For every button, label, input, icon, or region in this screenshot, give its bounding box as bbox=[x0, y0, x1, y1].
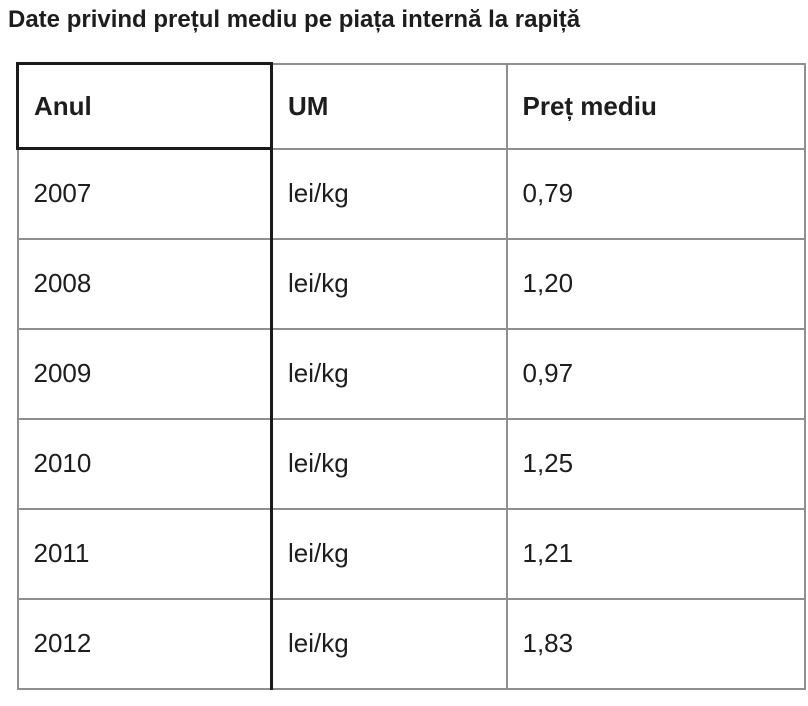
table-row: 2010 lei/kg 1,25 bbox=[16, 417, 806, 510]
table-header: Anul UM Preț mediu bbox=[16, 62, 806, 150]
page-title: Date privind prețul mediu pe piața inter… bbox=[8, 6, 581, 33]
year-cell: 2008 bbox=[16, 237, 273, 330]
um-cell: lei/kg bbox=[270, 507, 508, 600]
table-row: 2009 lei/kg 0,97 bbox=[16, 327, 806, 420]
um-cell: lei/kg bbox=[270, 417, 508, 510]
um-cell: lei/kg bbox=[270, 237, 508, 330]
price-cell: 1,21 bbox=[505, 507, 806, 600]
table-row: 2012 lei/kg 1,83 bbox=[16, 597, 806, 690]
header-row: Anul UM Preț mediu bbox=[16, 62, 806, 150]
um-cell: lei/kg bbox=[270, 327, 508, 420]
price-cell: 1,83 bbox=[505, 597, 806, 690]
year-cell: 2011 bbox=[16, 507, 273, 600]
price-cell: 1,25 bbox=[505, 417, 806, 510]
um-cell: lei/kg bbox=[270, 147, 508, 240]
year-cell: 2009 bbox=[16, 327, 273, 420]
year-cell: 2012 bbox=[16, 597, 273, 690]
year-cell: 2010 bbox=[16, 417, 273, 510]
price-cell: 1,20 bbox=[505, 237, 806, 330]
header-cell-um: UM bbox=[270, 62, 508, 150]
price-cell: 0,79 bbox=[505, 147, 806, 240]
price-table: Anul UM Preț mediu 2007 lei/kg 0,79 2008… bbox=[16, 62, 806, 690]
um-cell: lei/kg bbox=[270, 597, 508, 690]
table-row: 2007 lei/kg 0,79 bbox=[16, 147, 806, 240]
year-cell: 2007 bbox=[16, 147, 273, 240]
header-cell-pret: Preț mediu bbox=[505, 62, 806, 150]
table-row: 2008 lei/kg 1,20 bbox=[16, 237, 806, 330]
table-body: 2007 lei/kg 0,79 2008 lei/kg 1,20 2009 l… bbox=[16, 147, 806, 690]
table-row: 2011 lei/kg 1,21 bbox=[16, 507, 806, 600]
header-cell-anul: Anul bbox=[16, 62, 273, 150]
price-cell: 0,97 bbox=[505, 327, 806, 420]
